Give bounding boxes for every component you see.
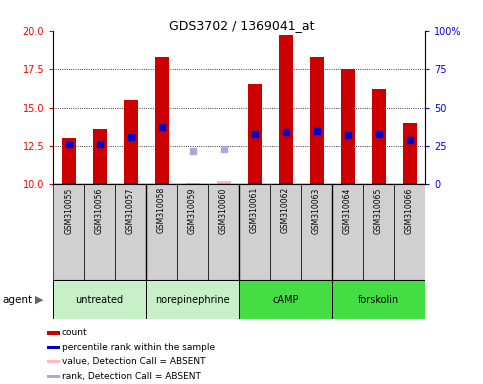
Bar — [208, 184, 239, 280]
Bar — [47, 374, 60, 378]
Bar — [53, 280, 146, 319]
Text: GSM310060: GSM310060 — [219, 187, 228, 233]
Point — [282, 129, 289, 135]
Bar — [239, 280, 332, 319]
Text: GSM310056: GSM310056 — [95, 187, 104, 233]
Text: GDS3702 / 1369041_at: GDS3702 / 1369041_at — [169, 19, 314, 32]
Text: GSM310055: GSM310055 — [64, 187, 73, 233]
Text: norepinephrine: norepinephrine — [155, 295, 230, 305]
Bar — [301, 184, 332, 280]
Point — [220, 146, 227, 152]
Bar — [341, 69, 355, 184]
Bar — [84, 184, 115, 280]
Point — [251, 131, 258, 137]
Point — [406, 137, 413, 143]
Text: percentile rank within the sample: percentile rank within the sample — [62, 343, 215, 352]
Bar — [394, 184, 425, 280]
Text: GSM310057: GSM310057 — [126, 187, 135, 233]
Bar — [177, 184, 208, 280]
Bar — [146, 184, 177, 280]
Text: GSM310066: GSM310066 — [405, 187, 414, 233]
Bar — [216, 181, 230, 184]
Bar — [155, 57, 169, 184]
Bar — [115, 184, 146, 280]
Text: ▶: ▶ — [35, 295, 43, 305]
Bar — [332, 280, 425, 319]
Text: cAMP: cAMP — [272, 295, 299, 305]
Text: count: count — [62, 328, 87, 338]
Bar — [270, 184, 301, 280]
Text: GSM310058: GSM310058 — [157, 187, 166, 233]
Point — [96, 141, 103, 147]
Point — [65, 141, 72, 147]
Bar — [332, 184, 363, 280]
Point — [158, 124, 166, 131]
Bar — [53, 184, 84, 280]
Bar — [402, 123, 416, 184]
Text: GSM310064: GSM310064 — [343, 187, 352, 233]
Text: untreated: untreated — [75, 295, 124, 305]
Bar — [93, 129, 107, 184]
Bar — [185, 183, 199, 184]
Point — [375, 131, 383, 137]
Bar — [62, 138, 76, 184]
Bar — [47, 331, 60, 334]
Bar — [371, 89, 385, 184]
Text: GSM310063: GSM310063 — [312, 187, 321, 233]
Bar — [279, 35, 293, 184]
Text: GSM310059: GSM310059 — [188, 187, 197, 233]
Bar — [239, 184, 270, 280]
Text: GSM310065: GSM310065 — [374, 187, 383, 233]
Bar — [124, 100, 138, 184]
Text: rank, Detection Call = ABSENT: rank, Detection Call = ABSENT — [62, 372, 201, 381]
Text: GSM310062: GSM310062 — [281, 187, 290, 233]
Point — [189, 147, 197, 154]
Text: value, Detection Call = ABSENT: value, Detection Call = ABSENT — [62, 357, 205, 366]
Bar — [363, 184, 394, 280]
Text: agent: agent — [2, 295, 32, 305]
Bar — [47, 346, 60, 349]
Bar — [310, 57, 324, 184]
Text: forskolin: forskolin — [358, 295, 399, 305]
Bar — [248, 84, 262, 184]
Bar — [47, 360, 60, 363]
Bar — [146, 280, 239, 319]
Text: GSM310061: GSM310061 — [250, 187, 259, 233]
Point — [313, 127, 320, 134]
Point — [344, 132, 352, 138]
Point — [127, 134, 134, 140]
